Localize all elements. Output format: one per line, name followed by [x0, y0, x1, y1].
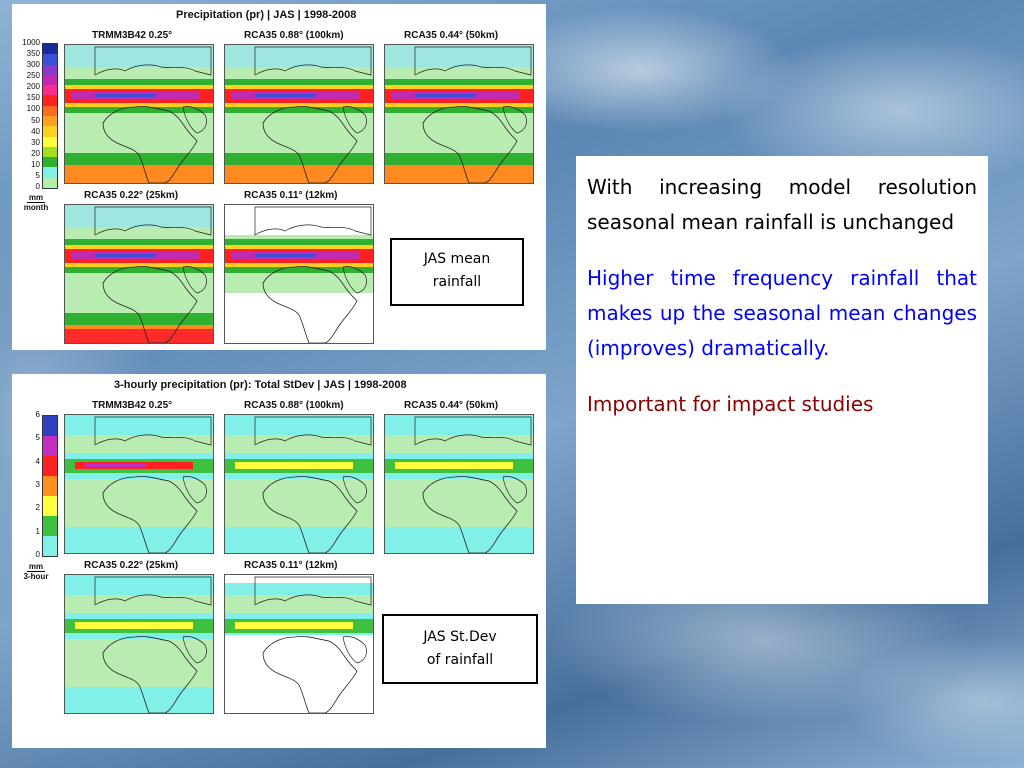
stdev-map: [384, 414, 534, 554]
colorbar-segment: [43, 115, 57, 127]
unit-label: mm month: [23, 193, 49, 212]
stdev-map: [64, 574, 214, 714]
stdev-map: [224, 414, 374, 554]
colorbar-tick-label: 6: [35, 410, 40, 419]
map-label: RCA35 0.88° (100km): [244, 30, 344, 41]
colorbar-tick-label: 200: [26, 82, 40, 92]
colorbar-tick-label: 0: [35, 550, 40, 559]
colorbar-segment: [43, 74, 57, 86]
figure-mean-precip: Precipitation (pr) | JAS | 1998-2008 mm …: [12, 4, 546, 350]
colorbar-segment: [43, 95, 57, 106]
figure-stdev-precip: 3-hourly precipitation (pr): Total StDev…: [12, 374, 546, 748]
callout-stdev-rainfall: JAS St.Dev of rainfall: [382, 614, 538, 684]
colorbar-tick-label: 10: [31, 159, 40, 169]
colorbar-tick-label: 50: [31, 115, 40, 125]
precip-map: [384, 44, 534, 184]
precip-map: [224, 204, 374, 344]
colorbar-segment: [43, 126, 57, 137]
colorbar-tick-label: 350: [26, 49, 40, 59]
colorbar-segment: [43, 85, 57, 96]
colorbar-segment: [43, 456, 57, 476]
colorbar-segment: [43, 105, 57, 116]
colorbar: [42, 43, 58, 189]
colorbar-tick-label: 5: [35, 170, 40, 180]
map-plot: [385, 415, 533, 553]
map-label: RCA35 0.11° (12km): [244, 190, 338, 201]
colorbar-tick-label: 40: [31, 126, 40, 136]
precip-map: [224, 44, 374, 184]
colorbar-segment: [43, 146, 57, 158]
colorbar-segment: [43, 44, 57, 55]
colorbar-segment: [43, 167, 57, 178]
colorbar-tick-label: 2: [35, 503, 40, 513]
colorbar-tick-label: 1000: [22, 38, 40, 47]
colorbar-tick-label: 300: [26, 60, 40, 70]
map-plot: [65, 415, 213, 553]
colorbar-segment: [43, 157, 57, 168]
colorbar-tick-label: 4: [35, 456, 40, 466]
map-plot: [225, 45, 373, 183]
statement-important: Important for impact studies: [587, 392, 874, 416]
colorbar-tick-label: 250: [26, 71, 40, 81]
colorbar-segment: [43, 536, 57, 556]
colorbar-tick-label: 150: [26, 93, 40, 103]
colorbar-segment: [43, 436, 57, 456]
map-label: RCA35 0.22° (25km): [84, 560, 179, 571]
colorbar-segment: [43, 177, 57, 188]
stdev-map: [64, 414, 214, 554]
map-label: TRMM3B42 0.25°: [92, 400, 173, 411]
map-plot: [385, 45, 533, 183]
map-plot: [225, 415, 373, 553]
colorbar-tick-label: 100: [26, 104, 40, 114]
colorbar-tick-label: 0: [35, 182, 40, 191]
colorbar-tick-label: 3: [35, 480, 40, 489]
map-plot: [65, 45, 213, 183]
map-plot: [225, 575, 373, 713]
map-plot: [225, 205, 373, 343]
callout-mean-rainfall: JAS mean rainfall: [390, 238, 524, 306]
map-plot: [65, 575, 213, 713]
colorbar-tick-label: 1: [35, 526, 40, 536]
colorbar-segment: [43, 54, 57, 65]
statement-unchanged: With increasing model resolution seasona…: [587, 175, 977, 234]
map-label: RCA35 0.11° (12km): [244, 560, 338, 571]
unit-label: mm 3-hour: [23, 562, 49, 581]
colorbar-tick-label: 5: [35, 433, 40, 443]
map-label: RCA35 0.44° (50km): [404, 400, 499, 411]
text-box: With increasing model resolution seasona…: [576, 156, 988, 604]
statement-improves: Higher time frequency rainfall that make…: [587, 266, 977, 360]
colorbar-tick-label: 20: [31, 148, 40, 158]
colorbar-segment: [43, 64, 57, 75]
colorbar-tick-label: 30: [31, 137, 40, 147]
stdev-map: [224, 574, 374, 714]
map-label: RCA35 0.88° (100km): [244, 400, 344, 411]
map-plot: [65, 205, 213, 343]
colorbar-segment: [43, 496, 57, 516]
precip-map: [64, 44, 214, 184]
map-label: TRMM3B42 0.25°: [92, 30, 173, 41]
figure-title: 3-hourly precipitation (pr): Total StDev…: [114, 379, 407, 391]
colorbar: [42, 415, 58, 557]
map-label: RCA35 0.22° (25km): [84, 190, 179, 201]
colorbar-segment: [43, 136, 57, 147]
colorbar-segment: [43, 416, 57, 436]
figure-title: Precipitation (pr) | JAS | 1998-2008: [176, 9, 357, 21]
colorbar-segment: [43, 476, 57, 496]
precip-map: [64, 204, 214, 344]
map-label: RCA35 0.44° (50km): [404, 30, 499, 41]
colorbar-segment: [43, 516, 57, 536]
